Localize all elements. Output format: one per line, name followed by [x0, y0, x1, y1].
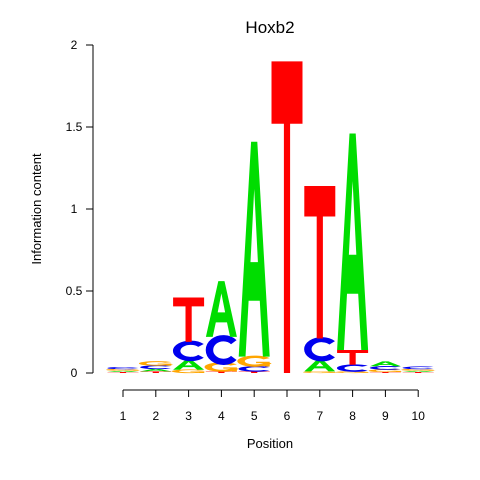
logo-letter-A	[238, 141, 270, 357]
logo-letter-T	[402, 372, 434, 373]
x-tick-label: 6	[284, 409, 291, 423]
logo-letter-A	[205, 281, 237, 337]
x-tick-label: 5	[251, 409, 258, 423]
logo-letter-C	[238, 366, 270, 372]
logo-letter-A	[173, 359, 205, 370]
logo-letters	[106, 61, 436, 374]
logo-letter-C	[402, 366, 434, 370]
x-tick-label: 1	[120, 409, 127, 423]
logo-letter-C	[337, 364, 368, 372]
y-axis-label: Information content	[29, 153, 44, 265]
x-tick-label: 10	[412, 409, 426, 423]
x-axis-label: Position	[247, 436, 293, 451]
logo-letter-T	[107, 372, 139, 373]
logo-letter-A	[304, 359, 336, 372]
logo-letter-C	[205, 335, 237, 365]
y-axis-ticks: 0 0.5 1 1.5 2	[66, 38, 93, 380]
logo-letter-A	[140, 368, 172, 372]
x-tick-label: 9	[382, 409, 389, 423]
x-tick-label: 8	[349, 409, 356, 423]
logo-letter-G	[303, 371, 338, 374]
logo-letter-T	[304, 186, 336, 339]
logo-letter-G	[138, 361, 174, 366]
logo-letter-A	[369, 361, 401, 367]
logo-letter-C	[107, 366, 139, 370]
x-axis-ticks: 1 2 3 4 5 6 7 8 9 10	[120, 390, 426, 423]
logo-letter-A	[337, 133, 369, 351]
logo-letter-T	[140, 371, 172, 373]
x-tick-label: 4	[218, 409, 225, 423]
logo-letter-A	[402, 370, 434, 373]
chart-title: Hoxb2	[245, 18, 294, 37]
logo-letter-T	[173, 297, 205, 342]
y-tick-label: 1.5	[66, 120, 83, 134]
logo-letter-T	[369, 372, 401, 373]
logo-letter-T	[205, 371, 237, 373]
logo-letter-T	[337, 350, 369, 365]
y-tick-label: 0	[71, 366, 78, 380]
logo-letter-C	[304, 337, 335, 362]
logo-letter-A	[107, 370, 139, 373]
y-tick-label: 0.5	[66, 284, 83, 298]
logo-letter-C	[173, 340, 204, 362]
y-tick-label: 1	[71, 202, 78, 216]
logo-letter-C	[369, 366, 401, 370]
logo-letter-T	[238, 371, 270, 373]
x-tick-label: 2	[152, 409, 159, 423]
y-tick-label: 2	[71, 38, 78, 52]
x-tick-label: 7	[316, 409, 323, 423]
logo-letter-G	[171, 369, 207, 374]
x-tick-label: 3	[185, 409, 192, 423]
logo-letter-C	[140, 365, 171, 370]
logo-letter-G	[237, 355, 272, 367]
logo-letter-T	[271, 61, 303, 374]
